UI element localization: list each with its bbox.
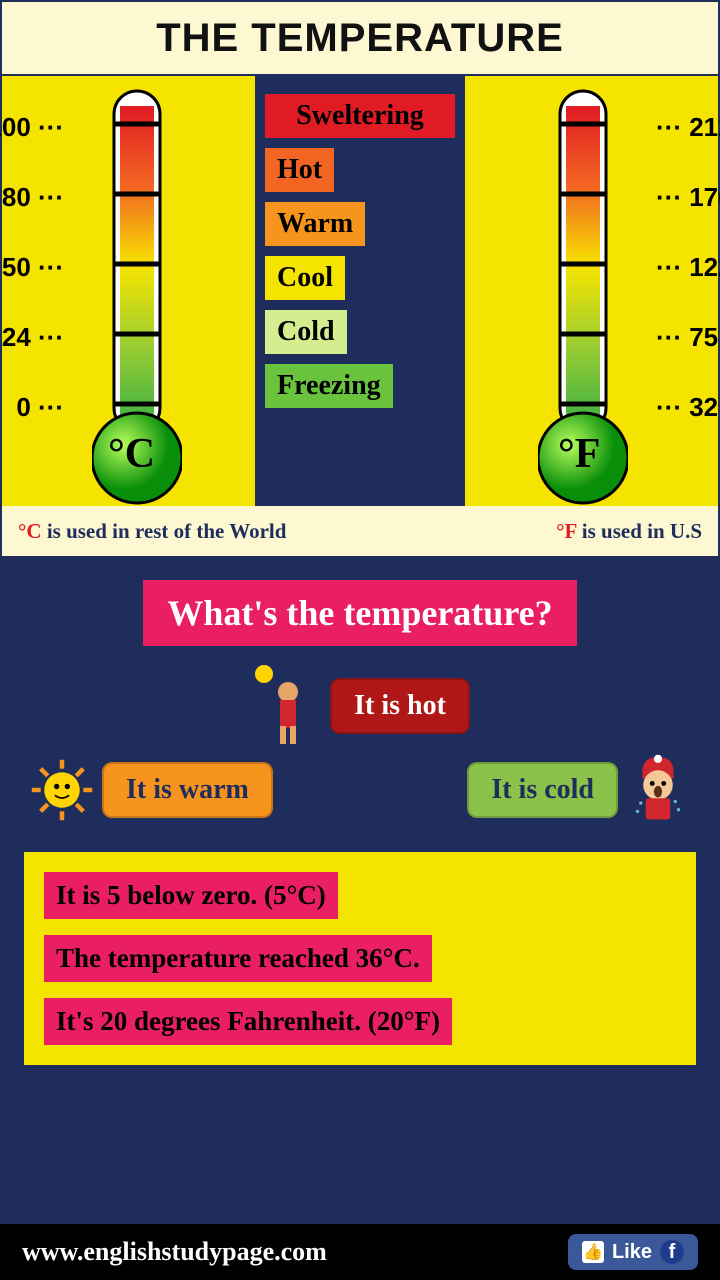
question-section: What's the temperature? It is hot <box>0 556 720 836</box>
level-warm: Warm <box>265 202 365 246</box>
examples-box: It is 5 below zero. (5°C) The temperatur… <box>22 850 698 1067</box>
celsius-unit-label: °C <box>108 430 155 478</box>
celsius-usage: °C is used in rest of the World <box>18 519 286 544</box>
page-title: THE TEMPERATURE <box>156 16 564 61</box>
level-freezing: Freezing <box>265 364 393 408</box>
example-2: The temperature reached 36°C. <box>44 935 432 982</box>
cold-phrase-group: It is cold <box>467 758 690 822</box>
hot-phrase-row: It is hot <box>24 674 696 738</box>
temperature-levels: Sweltering Hot Warm Cool Cold Freezing <box>255 76 465 506</box>
footer: www.englishstudypage.com 👍 Like f <box>0 1224 720 1280</box>
thumb-icon: 👍 <box>582 1241 604 1263</box>
fahrenheit-unit-label: °F <box>558 430 600 478</box>
thermometer-section: 100 ··· 80 ··· 50 ··· 24 ··· 0 ··· °C Sw… <box>0 76 720 556</box>
example-3: It's 20 degrees Fahrenheit. (20°F) <box>44 998 452 1045</box>
level-cool: Cool <box>265 256 345 300</box>
usage-bar: °C is used in rest of the World °F is us… <box>2 506 718 556</box>
fahrenheit-usage: °F is used in U.S <box>556 519 702 544</box>
example-1: It is 5 below zero. (5°C) <box>44 872 338 919</box>
level-cold: Cold <box>265 310 347 354</box>
fahrenheit-thermometer: ··· 212 ··· 176 ··· 122 ··· 75 ··· 32 °F <box>518 76 718 506</box>
question-box: What's the temperature? <box>143 580 576 646</box>
facebook-icon: f <box>660 1240 684 1264</box>
level-hot: Hot <box>265 148 334 192</box>
header: THE TEMPERATURE <box>0 0 720 76</box>
level-sweltering: Sweltering <box>265 94 455 138</box>
warm-phrase-group: It is warm <box>30 758 273 822</box>
sun-icon <box>30 758 94 822</box>
footer-url: www.englishstudypage.com <box>22 1237 327 1267</box>
hot-person-icon <box>250 674 314 738</box>
like-label: Like <box>612 1241 652 1264</box>
celsius-thermometer: 100 ··· 80 ··· 50 ··· 24 ··· 0 ··· °C <box>2 76 202 506</box>
phrase-cold: It is cold <box>467 762 618 818</box>
phrase-hot: It is hot <box>330 678 470 734</box>
like-button[interactable]: 👍 Like f <box>568 1234 698 1270</box>
phrase-warm: It is warm <box>102 762 273 818</box>
cold-person-icon <box>626 758 690 822</box>
